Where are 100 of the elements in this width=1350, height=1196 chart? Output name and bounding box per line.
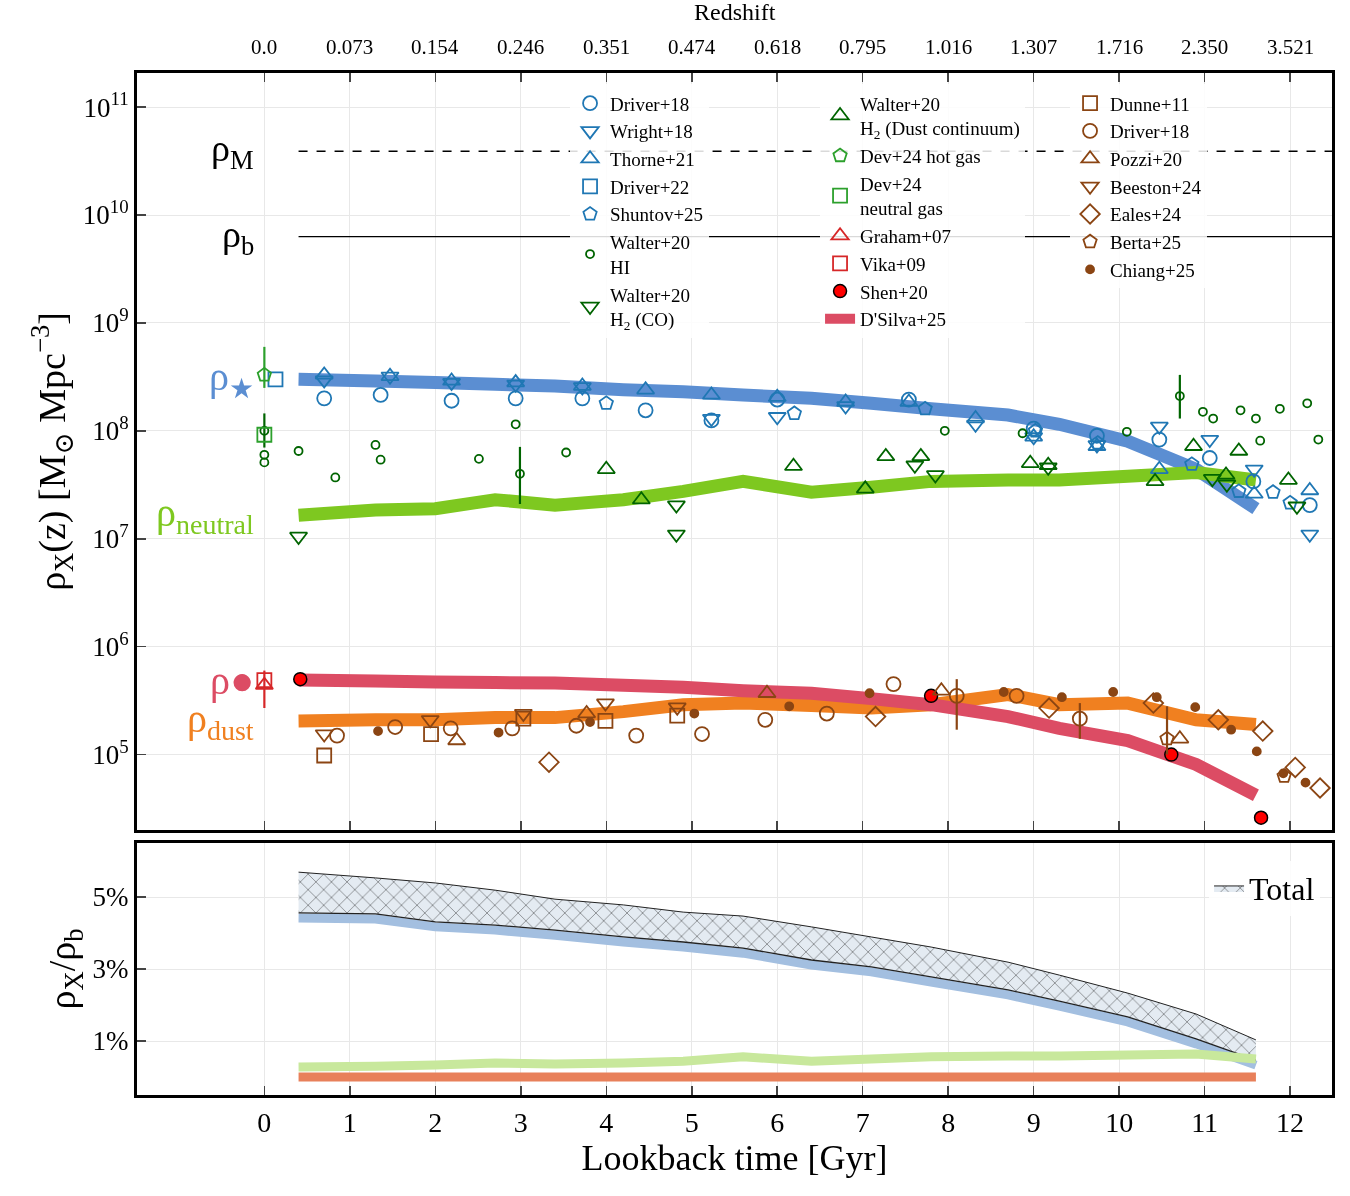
legend-label: Dev+24 hot gas (860, 146, 981, 168)
legend-label: Thorne+21 (610, 149, 695, 171)
point (1253, 810, 1269, 825)
x-tick-label: 10 (1105, 1106, 1134, 1138)
point (1207, 709, 1229, 731)
point (917, 400, 933, 416)
point (1038, 456, 1058, 470)
point (572, 377, 592, 391)
point (256, 366, 272, 382)
y-tick-label: 10$^{7}$ (92, 519, 129, 555)
x-tick-label: 7 (855, 1106, 870, 1138)
point (507, 390, 524, 407)
legend-label: Wright+18 (610, 121, 693, 143)
annotation: ρ● (210, 658, 255, 703)
point (515, 710, 532, 727)
point (948, 687, 965, 704)
y-tick-label: 1% (92, 1026, 129, 1057)
point (1300, 482, 1320, 496)
legend-label: Pozzi+20 (1110, 149, 1182, 171)
point (757, 711, 774, 728)
point (596, 460, 616, 474)
point (1278, 471, 1298, 485)
point (1190, 702, 1201, 713)
point (1170, 730, 1190, 744)
point (598, 395, 614, 410)
point (1038, 697, 1060, 719)
point (1020, 454, 1040, 468)
point (259, 449, 270, 460)
point (538, 751, 560, 773)
annotation: ρ$_{neutral}$ (156, 490, 254, 541)
point (1235, 405, 1246, 416)
point (669, 707, 686, 724)
point (637, 402, 654, 419)
point (1276, 768, 1292, 783)
point (259, 457, 270, 468)
point (1244, 485, 1264, 499)
point (1089, 427, 1105, 444)
point (631, 491, 651, 505)
point (1301, 497, 1318, 513)
point (864, 705, 887, 728)
point (1159, 730, 1175, 746)
point (1142, 692, 1164, 714)
x-tick-label: 2 (428, 1106, 443, 1138)
point (876, 447, 896, 462)
point (1302, 398, 1313, 409)
series-label: ρ$_{M}$ (211, 127, 254, 175)
point (474, 453, 484, 464)
text: 0.073 (326, 35, 374, 59)
x-tick-label: 8 (941, 1106, 956, 1138)
point (628, 727, 645, 744)
point (510, 419, 521, 430)
point (293, 671, 308, 687)
legend-label: Shen+20 (860, 281, 928, 303)
point (1145, 472, 1165, 487)
point (316, 390, 333, 407)
x-tick-label: 9 (1026, 1106, 1041, 1138)
point (1231, 483, 1247, 498)
text: 3.521 (1267, 35, 1315, 59)
point (1252, 720, 1274, 742)
legend-label: Graham+07 (860, 226, 951, 248)
point (1208, 413, 1219, 424)
text: 0.351 (583, 35, 631, 59)
legend-label: D'Silva+25 (860, 309, 946, 331)
text: 0.0 (251, 35, 278, 59)
legend-label: Vika+09 (860, 253, 926, 275)
point (998, 687, 1009, 697)
text: 2.350 (1181, 35, 1229, 59)
legend-label: Walter+20 H$_{2}$ (Dust continuum) (860, 93, 1020, 143)
point (864, 688, 875, 699)
point (818, 705, 835, 722)
point (1300, 777, 1311, 788)
text: 1.716 (1096, 35, 1144, 59)
x-tick-label: 5 (684, 1106, 699, 1138)
point (689, 708, 700, 719)
point (293, 446, 304, 456)
point (330, 472, 341, 483)
point (1309, 777, 1331, 799)
text: Redshift (694, 0, 776, 25)
point (1149, 460, 1169, 474)
x-tick-label: 1 (342, 1106, 357, 1138)
point (442, 372, 462, 386)
point (836, 393, 856, 407)
annotation: ρ$_{★}$ (209, 354, 254, 405)
point (585, 717, 595, 727)
text: 0.246 (497, 35, 545, 59)
text: 1.307 (1010, 35, 1058, 59)
y-tick-label: 3% (92, 954, 129, 985)
point (1245, 473, 1262, 490)
point (1198, 406, 1208, 417)
point (493, 727, 504, 738)
point (316, 747, 333, 764)
point (931, 682, 951, 696)
point (314, 366, 334, 380)
point (447, 732, 467, 746)
text: 0.474 (668, 35, 716, 59)
point (767, 388, 787, 402)
x-tick-label: 3 (513, 1106, 528, 1138)
point (1108, 687, 1119, 697)
point (1008, 687, 1025, 704)
point (387, 719, 404, 735)
